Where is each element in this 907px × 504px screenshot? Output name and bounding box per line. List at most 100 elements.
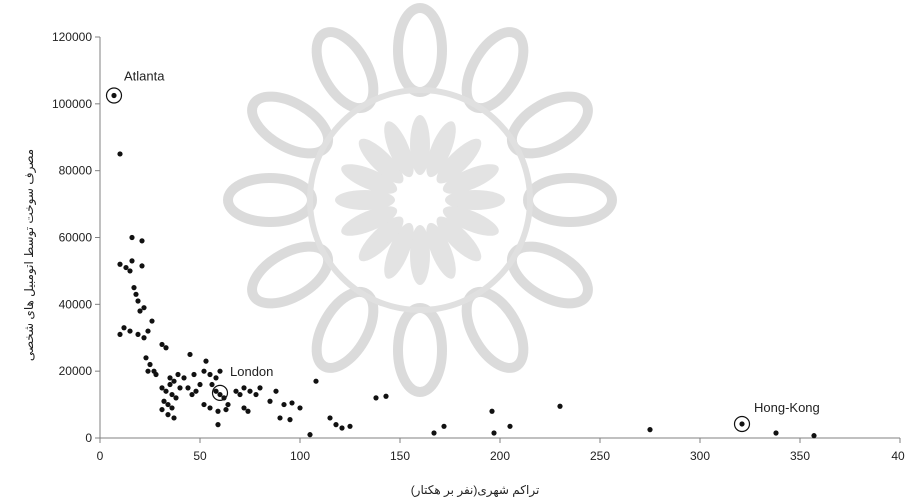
watermark-petal [311,27,379,114]
data-point [383,393,389,399]
watermark-petal [393,3,447,97]
data-point [347,423,353,429]
watermark-inner-petal [384,222,414,279]
data-point [167,381,173,388]
data-point [489,408,495,414]
data-point [175,371,181,378]
data-point [163,388,169,394]
watermark-inner-petal [436,216,482,262]
annotation-ring [733,415,751,433]
data-point [237,391,243,398]
data-point [181,375,187,381]
data-point [145,328,151,334]
data-point [739,421,745,427]
data-point [153,371,159,378]
data-point [201,401,207,408]
data-point [217,368,223,374]
watermark-inner-petal [335,190,395,210]
data-point [441,423,447,429]
data-point [161,398,167,404]
watermark-petal [247,91,334,159]
data-point [159,406,165,413]
data-point [127,268,133,274]
data-point [339,425,345,431]
data-point [139,263,145,269]
watermark-petal [506,91,593,159]
data-point [121,325,127,331]
data-point [203,358,209,364]
data-point [117,261,123,267]
data-point [313,378,319,384]
y-tick-label: 60000 [59,231,93,245]
data-point [233,388,239,394]
data-point [647,427,653,433]
data-point [215,408,221,414]
y-tick-label: 100000 [52,97,92,111]
data-point [217,391,223,398]
watermark-inner-petal [426,222,456,279]
data-point [123,264,129,271]
annotation-label: Hong-Kong [754,400,820,415]
data-point [135,331,141,338]
data-point [221,395,227,401]
data-point [811,433,817,439]
x-tick-label: 200 [490,449,510,463]
data-point [129,258,135,264]
y-tick-label: 120000 [52,30,92,44]
data-point [165,412,171,418]
watermark-inner-petal [442,206,499,236]
annotation-label: Atlanta [124,68,165,83]
data-point [169,391,175,398]
data-point [143,355,149,361]
watermark-petal [393,303,447,397]
y-tick-label: 0 [85,431,92,445]
data-point [177,385,183,391]
watermark-petal [311,286,379,373]
watermark-inner-petal [341,164,398,194]
data-point [117,331,123,338]
data-point [137,308,143,314]
data-point [209,381,215,388]
data-point [307,432,313,438]
data-point [163,345,169,351]
data-point [147,361,153,368]
watermark-inner-petal [436,138,482,184]
watermark-petal [223,173,317,227]
annotation-label: London [230,364,273,379]
data-point [207,371,213,378]
data-point [213,375,219,381]
data-point [557,403,563,409]
annotation-ring [105,87,123,104]
data-points [111,92,817,439]
data-point [193,388,199,394]
watermark-inner-petal [358,138,404,184]
axes: 0 50 100 150 200 250 300 350 40 0200004000060000… [52,30,905,463]
data-point [139,238,145,244]
data-point [141,305,147,311]
data-point [289,400,295,406]
data-point [189,391,195,398]
y-tick-label: 20000 [59,364,93,378]
data-point [245,408,251,414]
data-point [241,405,247,411]
data-point [145,368,151,374]
data-point [297,405,303,411]
data-point [129,234,135,241]
data-point [111,92,117,99]
watermark-ring [307,87,533,313]
y-axis-label: مصرف سوخت توسط اتومبیل های شخصی [22,149,37,361]
x-tick-label: 100 [290,449,310,463]
data-point [257,385,263,391]
watermark-inner-petal [442,164,499,194]
watermark-petal [461,27,529,114]
data-point [253,391,259,398]
watermark-inner-petal [410,115,430,175]
data-point [149,318,155,324]
data-point [133,291,139,297]
data-point [223,406,229,413]
data-point [213,388,219,394]
data-point [491,430,497,436]
data-point [187,351,193,358]
data-point [171,378,177,384]
